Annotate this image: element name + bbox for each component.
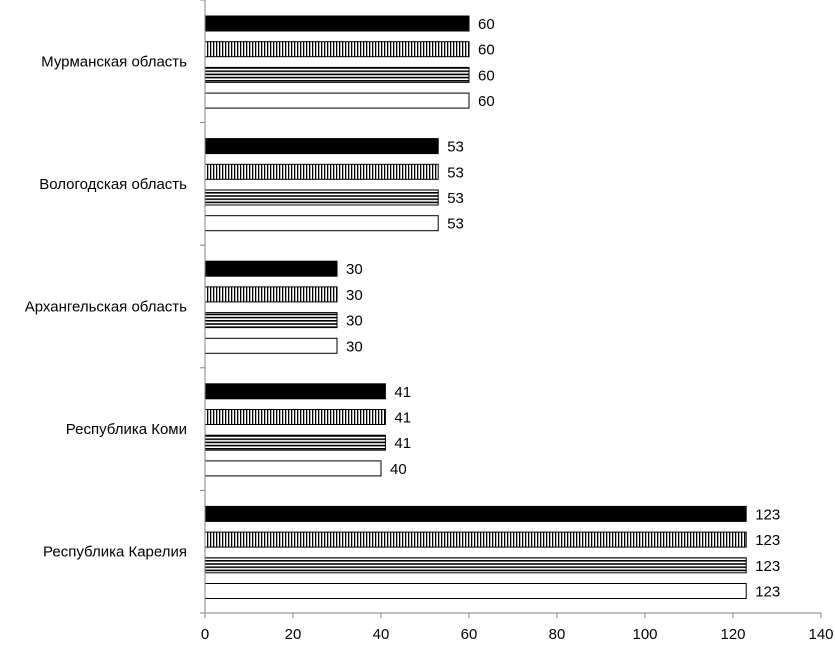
data-label: 60 [478,42,495,59]
data-label: 30 [346,313,363,330]
bar-solid-black [204,383,386,400]
bar-horizontal-stripes [204,189,439,206]
x-tick-label: 60 [461,626,478,643]
x-tick-label: 100 [632,626,657,643]
x-tick-label: 20 [285,626,302,643]
labels-layer: Мурманская область 60 60 60 60 Вологодская об… [25,16,834,643]
category-label: Республика Коми [66,421,187,438]
x-tick-label: 40 [373,626,390,643]
x-tick-label: 140 [808,626,833,643]
category-label: Архангельская область [25,299,187,316]
category-label: Вологодская область [39,176,187,193]
bar-white [204,583,747,599]
data-label: 60 [478,16,495,33]
data-label: 41 [394,410,411,427]
data-label: 60 [478,93,495,110]
data-label: 53 [447,164,464,181]
x-tick-label: 80 [549,626,566,643]
bar-white [204,460,382,477]
bar-vertical-stripes [204,531,747,548]
data-label: 123 [755,532,780,549]
x-tick-label: 120 [720,626,745,643]
bar-vertical-stripes [204,409,386,425]
data-label: 41 [394,435,411,452]
category-label: Мурманская область [41,53,187,70]
bar-solid-black [204,138,439,155]
axes [200,0,822,618]
data-label: 123 [755,506,780,523]
data-label: 40 [390,461,407,478]
bar-horizontal-stripes [204,66,470,83]
bar-vertical-stripes [204,41,470,58]
bar-white [204,92,470,109]
bar-white [204,337,338,354]
data-label: 123 [755,558,780,575]
bar-vertical-stripes [204,286,338,303]
data-label: 123 [755,584,780,601]
bar-solid-black [204,260,338,277]
bar-solid-black [204,15,470,32]
data-label: 41 [394,384,411,401]
category-label: Республика Карелия [43,544,187,561]
data-label: 30 [346,261,363,278]
bar-solid-black [204,505,747,522]
bars-layer [204,15,747,599]
data-label: 53 [447,190,464,207]
bar-horizontal-stripes [204,312,338,329]
bar-horizontal-stripes [204,557,747,574]
bar-horizontal-stripes [204,434,386,451]
data-label: 53 [447,139,464,156]
data-label: 30 [346,287,363,304]
data-label: 53 [447,216,464,233]
x-tick-label: 0 [201,626,209,643]
data-label: 30 [346,338,363,355]
bar-vertical-stripes [204,163,439,180]
data-label: 60 [478,67,495,84]
bar-white [204,215,439,232]
